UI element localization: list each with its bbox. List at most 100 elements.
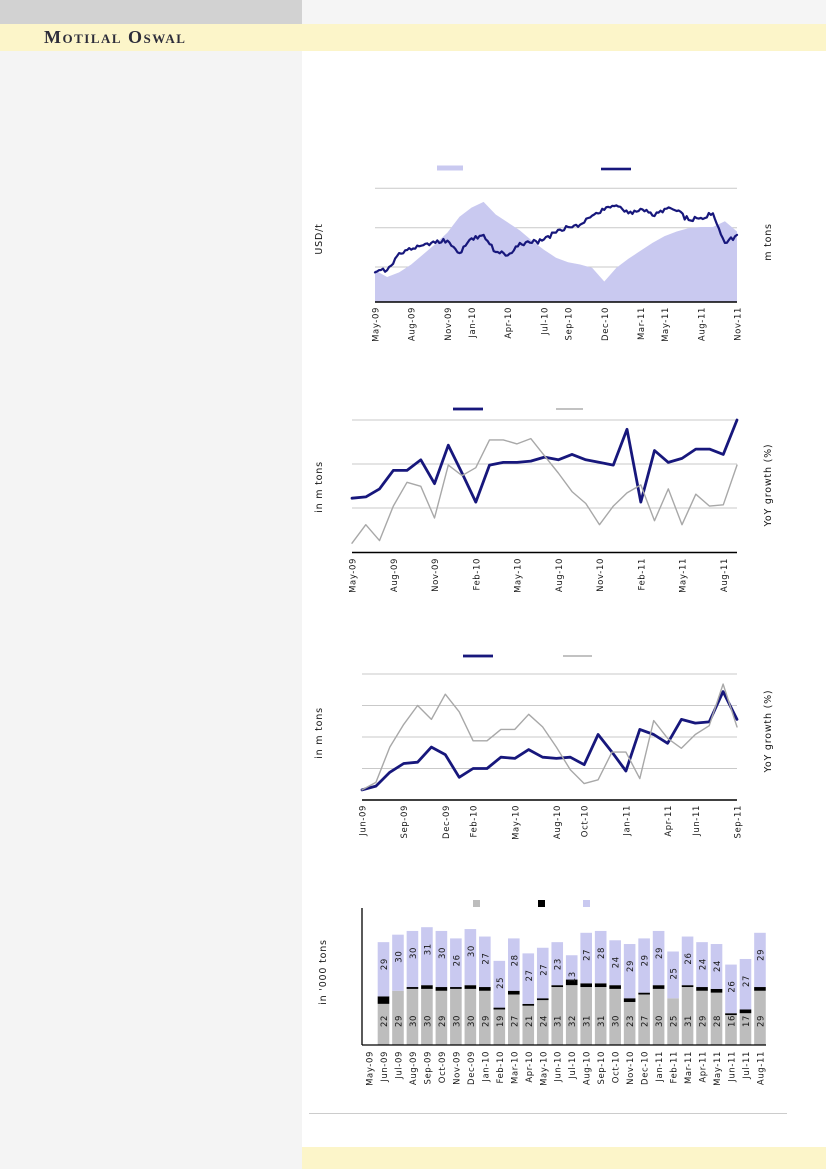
- bar-value-label-bottom: 29: [481, 1015, 491, 1027]
- bar-value-label-top: 27: [539, 964, 549, 976]
- bar-value-label-bottom: 16: [728, 1015, 738, 1027]
- bar-value-label-bottom: 28: [713, 1015, 723, 1027]
- x-tick-label: Feb-10: [496, 1051, 506, 1084]
- bar-segment-gray: [710, 992, 723, 1045]
- x-tick-label: Feb-11: [637, 558, 647, 591]
- bar-value-label-bottom: 30: [423, 1015, 433, 1027]
- x-tick-label: Dec-10: [641, 1051, 651, 1085]
- bar-segment-black: [435, 987, 448, 991]
- legend-swatch: [453, 407, 483, 411]
- footer-divider: [309, 1113, 787, 1114]
- bar-value-label-bottom: 29: [699, 1015, 709, 1027]
- x-tick-label: Mar-11: [637, 307, 647, 340]
- x-tick-label: May-09: [372, 307, 382, 342]
- bar-value-label-bottom: 30: [452, 1015, 462, 1027]
- x-tick-label: Apr-11: [664, 805, 674, 837]
- bar-segment-lavender: [508, 938, 520, 991]
- bar-value-label-bottom: 31: [684, 1015, 694, 1027]
- x-tick-label: May-10: [514, 558, 524, 593]
- bar-value-label-top: 27: [481, 953, 491, 965]
- x-tick-label: Jun-10: [554, 1051, 564, 1083]
- bar-value-label-top: 24: [612, 956, 622, 968]
- left-panel: [0, 0, 302, 1169]
- bar-segment-lavender: [594, 930, 607, 984]
- bar-segment-black: [681, 985, 694, 988]
- bar-value-label-bottom: 27: [510, 1015, 520, 1027]
- x-tick-label: Jan-10: [481, 1051, 491, 1083]
- bar-segment-lavender: [522, 953, 535, 1004]
- legend-swatch: [463, 654, 493, 658]
- bar-value-label-bottom: 30: [655, 1015, 665, 1027]
- bar-segment-black: [450, 987, 462, 989]
- line-series: [351, 437, 738, 544]
- top-right-strip: [302, 0, 826, 24]
- bar-segment-black: [623, 998, 636, 1002]
- bar-segment-gray: [392, 990, 404, 1045]
- bar-segment-black: [754, 987, 766, 991]
- bar-value-label-top: 23: [554, 958, 564, 970]
- bar-segment-lavender: [623, 944, 636, 999]
- bar-value-label-bottom: 31: [554, 1015, 564, 1027]
- bar-segment-gray: [667, 998, 679, 1045]
- x-tick-label: Oct-10: [612, 1051, 622, 1083]
- bar-segment-black: [536, 998, 549, 1001]
- bar-segment-black: [421, 985, 433, 989]
- bar-segment-black: [522, 1003, 535, 1006]
- y-axis-title-right: m tons: [763, 223, 774, 261]
- bar-value-label-top: 29: [756, 949, 766, 961]
- bar-value-label-bottom: 32: [568, 1015, 578, 1027]
- area-series: [375, 201, 737, 302]
- line-series: [361, 683, 738, 791]
- bar-value-label-bottom: 29: [394, 1015, 404, 1027]
- x-tick-label: Dec-10: [601, 307, 611, 341]
- bar-segment-black: [725, 1013, 737, 1016]
- bar-value-label-bottom: 25: [670, 1015, 680, 1027]
- legend-swatch: [601, 167, 631, 171]
- x-tick-label: Dec-09: [467, 1051, 477, 1085]
- x-tick-label: Jan-10: [468, 307, 478, 339]
- bar-value-label-bottom: 24: [539, 1015, 549, 1027]
- bar-value-label-bottom: 19: [496, 1015, 506, 1027]
- x-tick-label: Jan-11: [655, 1051, 665, 1083]
- bar-segment-black: [406, 987, 419, 989]
- line-series: [350, 418, 739, 504]
- bar-value-label-top: 27: [525, 969, 535, 981]
- x-tick-label: Aug-09: [409, 1051, 419, 1085]
- bar-segment-gray: [435, 990, 448, 1045]
- x-tick-label: Feb-10: [472, 558, 482, 591]
- header-band: Motilal Oswal: [0, 24, 826, 51]
- bar-segment-black: [377, 996, 390, 1004]
- bar-value-label-top: 30: [467, 945, 477, 957]
- bar-value-label-bottom: 17: [742, 1015, 752, 1027]
- bar-segment-lavender: [421, 927, 433, 986]
- bar-value-label-bottom: 30: [467, 1015, 477, 1027]
- x-tick-label: Feb-11: [670, 1051, 680, 1084]
- bar-segment-lavender: [754, 932, 766, 988]
- bar-value-label-top: 29: [655, 947, 665, 959]
- bar-segment-lavender: [392, 934, 404, 991]
- x-tick-label: Feb-10: [470, 805, 480, 838]
- bar-segment-gray: [450, 988, 462, 1045]
- bar-segment-gray: [508, 994, 520, 1045]
- bar-value-label-top: 30: [394, 951, 404, 963]
- bar-segment-lavender: [551, 942, 564, 986]
- chart-4: May-09 22 29 Jun-09 29 30 Jul-09 30 30 Aug-09 30 31…: [318, 900, 766, 1086]
- bar-segment-black: [739, 1009, 752, 1014]
- bar-segment-black: [551, 985, 564, 988]
- x-tick-label: Aug-10: [583, 1051, 593, 1085]
- footer-band: [302, 1147, 826, 1169]
- legend-swatch: [538, 900, 545, 907]
- x-tick-label: Sep-11: [734, 805, 744, 839]
- chart-2: May-09 Aug-09 Nov-09 Feb-10 May-10 Aug-10 Nov-…: [314, 407, 774, 593]
- bar-value-label-bottom: 29: [756, 1015, 766, 1027]
- legend-swatch: [437, 165, 463, 171]
- bar-segment-lavender: [565, 955, 578, 980]
- bar-segment-black: [638, 992, 650, 995]
- y-axis-title-left: USD/t: [314, 223, 325, 254]
- bar-segment-black: [493, 1007, 506, 1010]
- bar-segment-lavender: [681, 936, 694, 986]
- bar-segment-gray: [464, 988, 477, 1045]
- bar-segment-lavender: [406, 930, 419, 988]
- bar-value-label-top: 28: [510, 954, 520, 966]
